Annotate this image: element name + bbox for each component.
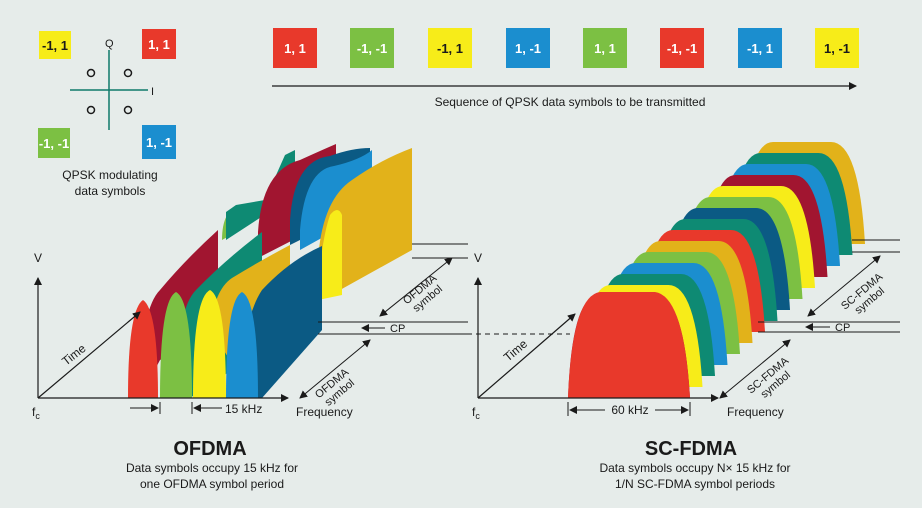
sequence-symbol-box-label: 1, -1 [824, 41, 850, 56]
i-axis-label: I [151, 86, 154, 98]
sequence-symbol-box: -1, -1 [660, 28, 704, 68]
ofdma-fc-label: fc [32, 405, 40, 421]
scfdma-time-axis [477, 313, 576, 399]
scfdma-cp-label: CP [835, 322, 850, 334]
sequence-symbol-box-label: -1, 1 [747, 41, 773, 56]
scfdma-title: SC-FDMA [645, 438, 737, 460]
constellation-point [123, 68, 133, 78]
ofdma-diagram: V fc Time Frequency 15 kHz CP OFDMAsymbo… [32, 144, 468, 491]
sequence-symbol-box: 1, -1 [815, 28, 859, 68]
sequence-symbol-box-label: 1, 1 [284, 41, 306, 56]
scfdma-fc-label: fc [472, 405, 480, 421]
qpsk-constellation: Q I -1, 1 1, 1 -1, -1 1, -1 QPSK modulating… [38, 29, 176, 198]
sequence-symbol-box: 1, 1 [583, 28, 627, 68]
ofdma-back-symbol-label: OFDMAsymbol [401, 272, 447, 316]
sequence-symbol-box: -1, 1 [738, 28, 782, 68]
ofdma-desc-line1: Data symbols occupy 15 kHz for [126, 461, 298, 475]
constellation-symbol-box: -1, -1 [38, 128, 70, 158]
sequence-symbol-box: -1, -1 [350, 28, 394, 68]
sequence-symbol-box: 1, -1 [506, 28, 550, 68]
scfdma-desc-line1: Data symbols occupy N× 15 kHz for [599, 461, 790, 475]
ofdma-cp-label: CP [390, 323, 405, 335]
sequence-symbol-box-label: -1, 1 [437, 41, 463, 56]
constellation-symbol-box-label: -1, 1 [42, 38, 68, 53]
sequence-symbol-box: -1, 1 [428, 28, 472, 68]
scfdma-symbol-stack [568, 142, 865, 398]
scfdma-diagram: V fc Time Frequency 60 kHz CP SC-FDMAsym… [472, 142, 900, 491]
scfdma-desc-line2: 1/N SC-FDMA symbol periods [615, 477, 775, 491]
scfdma-front-symbol-label: SC-FDMAsymbol [745, 355, 799, 406]
ofdma-front-symbol-arrow [299, 339, 371, 399]
sequence-caption: Sequence of QPSK data symbols to be tran… [435, 95, 706, 109]
constellation-symbol-box-label: 1, 1 [148, 37, 170, 52]
sequence-symbol-box-label: 1, -1 [515, 41, 541, 56]
constellation-symbol-box: 1, -1 [142, 125, 176, 159]
constellation-caption-line2: data symbols [75, 184, 146, 198]
scfdma-width-label: 60 kHz [611, 403, 648, 417]
scfdma-front-symbol-shape [568, 292, 690, 398]
ofdma-back-symbol-arrow [379, 257, 453, 317]
sequence-symbol-box-label: -1, -1 [667, 41, 697, 56]
ofdma-title: OFDMA [173, 438, 246, 460]
scfdma-time-label: Time [501, 337, 530, 365]
scfdma-frequency-label: Frequency [727, 405, 784, 419]
scfdma-back-symbol-arrow [807, 255, 881, 317]
q-axis-label: Q [105, 38, 114, 50]
constellation-point [86, 105, 96, 115]
sequence-symbol-box-label: -1, -1 [357, 41, 387, 56]
ofdma-front-row [128, 230, 322, 398]
scfdma-front-symbol-arrow [719, 339, 791, 399]
ofdma-time-axis [37, 311, 141, 399]
constellation-symbol-box: 1, 1 [142, 29, 176, 59]
symbol-sequence: 1, 1 -1, -1 -1, 1 1, -1 1, 1 -1, -1 -1, 1 1, -1… [272, 28, 859, 109]
constellation-point [86, 68, 96, 78]
constellation-caption-line1: QPSK modulating [62, 168, 157, 182]
ofdma-width-label: 15 kHz [225, 402, 262, 416]
scfdma-v-label: V [474, 251, 482, 265]
ofdma-desc-line2: one OFDMA symbol period [140, 477, 284, 491]
scfdma-back-symbol-label: SC-FDMAsymbol [839, 271, 893, 322]
constellation-symbol-box-label: 1, -1 [146, 135, 172, 150]
ofdma-front-symbol-label: OFDMAsymbol [313, 366, 359, 410]
sequence-symbol-box: 1, 1 [273, 28, 317, 68]
ofdma-frequency-label: Frequency [296, 405, 353, 419]
constellation-symbol-box-label: -1, -1 [39, 136, 69, 151]
ofdma-v-label: V [34, 251, 42, 265]
sequence-symbol-box-label: 1, 1 [594, 41, 616, 56]
constellation-point [123, 105, 133, 115]
constellation-symbol-box: -1, 1 [39, 31, 71, 59]
ofdma-time-label: Time [59, 341, 89, 368]
